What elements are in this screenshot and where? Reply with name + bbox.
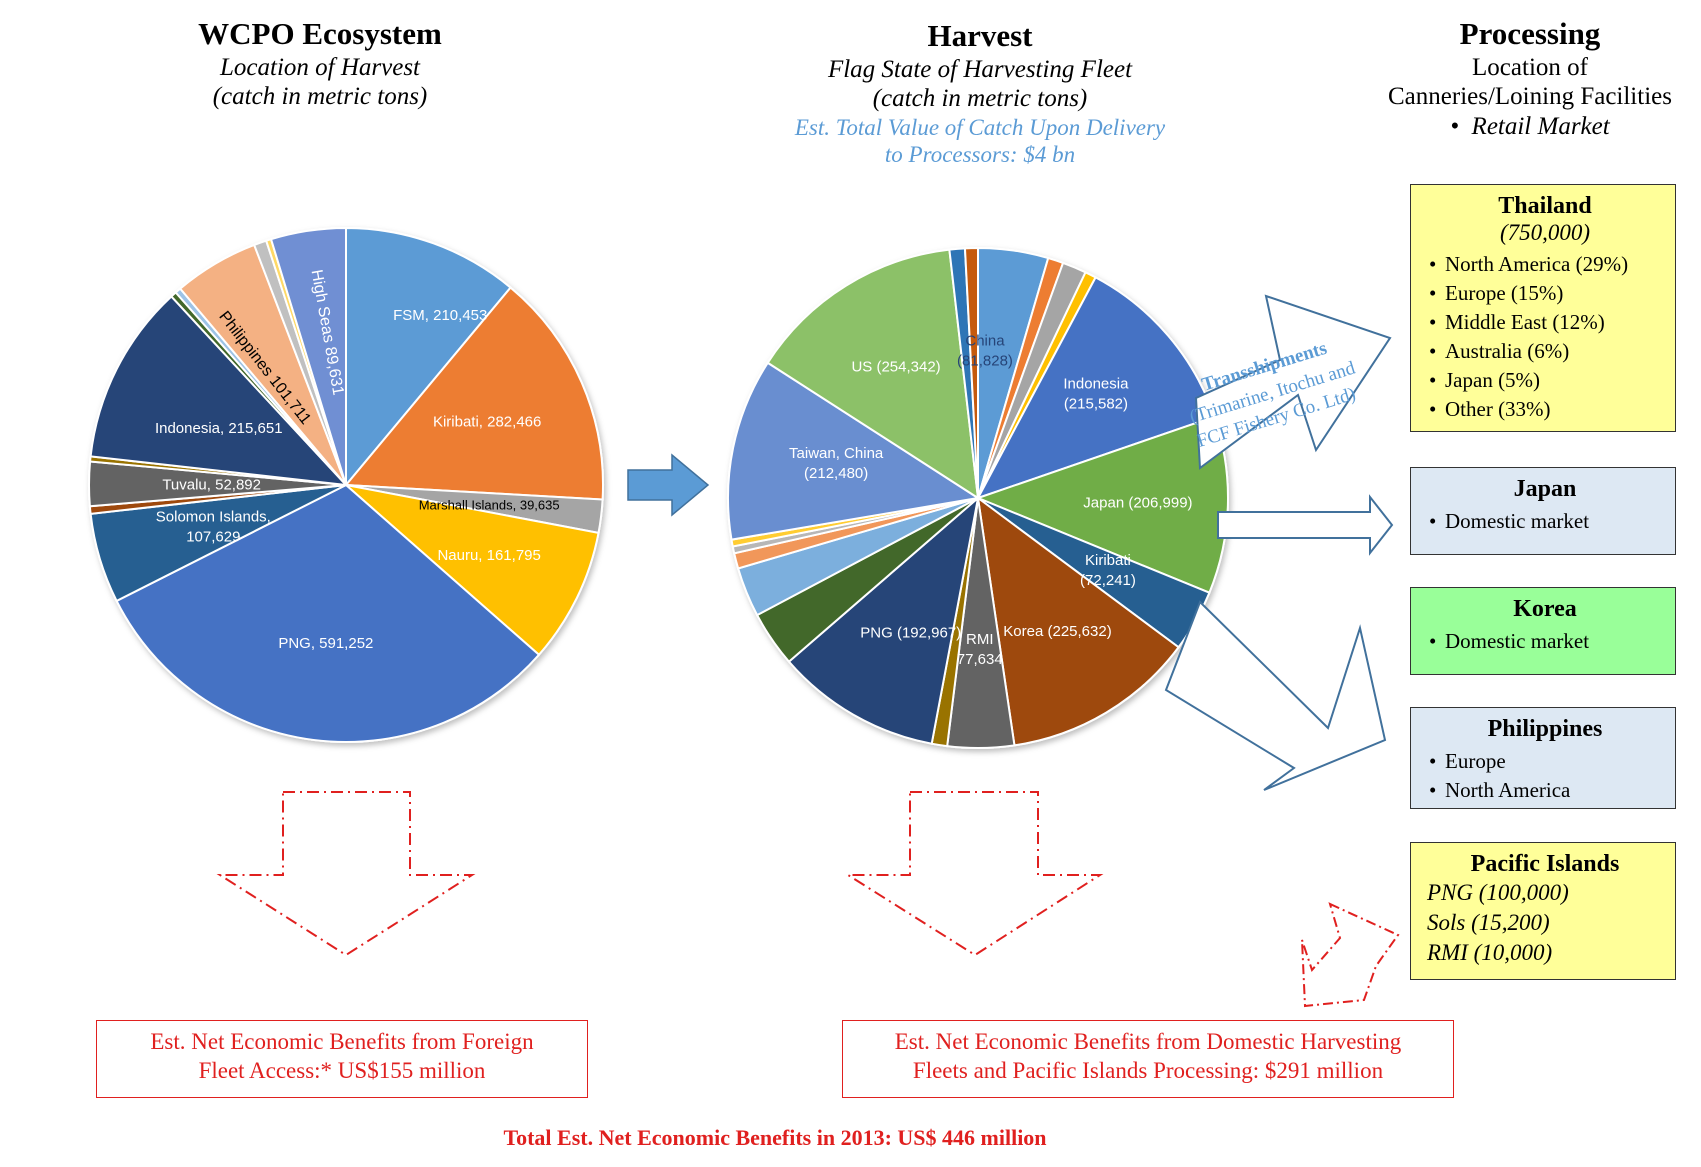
pie-slice-label: Indonesia (215,582) <box>1063 375 1129 412</box>
pie-slice <box>342 483 600 657</box>
pie-slice <box>269 226 347 486</box>
pie-slice <box>976 495 1180 747</box>
pacific-benefit-arrow-icon <box>1301 902 1400 1008</box>
pacific-item: Sols (15,200) <box>1427 910 1550 935</box>
processor-box-philippines: Philippines Europe North America <box>1410 707 1676 809</box>
pie-slice-label: China (81,828) <box>957 333 1013 370</box>
pie-slice-label: PNG (192,967) <box>860 624 961 641</box>
processor-box-thailand: Thailand (750,000) North America (29%) E… <box>1410 184 1676 432</box>
pie-slice-label: RMI 77,634 <box>957 631 1003 668</box>
pie-labels: China (81,828) Indonesia (215,582) Japan (20… <box>789 333 1193 668</box>
foreign-benefit-arrow-icon <box>216 791 476 957</box>
flow-arrow-icon <box>627 453 710 517</box>
pie-slice-label: FSM, 210,453 <box>393 307 487 324</box>
market-list: North America (29%) Europe (15%) Middle … <box>1427 250 1663 424</box>
processing-title: Processing <box>1459 16 1601 51</box>
ecosystem-pie-chart <box>88 226 604 743</box>
pie-slice <box>963 246 979 499</box>
processor-title: Pacific Islands <box>1470 851 1620 877</box>
pie-slice-label: Indonesia, 215,651 <box>155 420 283 437</box>
ecosystem-unit: (catch in metric tons) <box>212 83 428 111</box>
pie-slice <box>89 295 349 487</box>
transshipment-arrow-icon <box>1194 294 1392 470</box>
processing-header: Processing Location of Canneries/Loining… <box>1360 16 1700 141</box>
market-item: North America <box>1429 776 1663 805</box>
transshipment-arrow: Transshipments (Trimarine, Itochu and FC… <box>1187 294 1392 470</box>
harvest-subtitle: Flag State of Harvesting Fleet <box>827 55 1133 83</box>
pie-slice-label: Solomon Islands, 107,629 <box>156 509 271 546</box>
market-item: Other (33%) <box>1429 395 1663 424</box>
total-benefit-text: Total Est. Net Economic Benefits in 2013… <box>503 1125 1047 1150</box>
ecosystem-subtitle: Location of Harvest <box>220 53 420 81</box>
market-item: Domestic market <box>1429 507 1663 536</box>
harvest-header: Harvest Flag State of Harvesting Fleet (… <box>740 18 1220 168</box>
pie-slice <box>766 248 980 500</box>
processor-title: Philippines <box>1487 716 1603 742</box>
pie-slice <box>115 483 541 743</box>
processor-box-japan: Japan Domestic market <box>1410 467 1676 555</box>
ecosystem-header: WCPO Ecosystem Location of Harvest (catc… <box>150 16 490 112</box>
processor-box-pacific-islands: Pacific Islands PNG (100,000) Sols (15,2… <box>1410 842 1676 980</box>
domestic-benefit-line1: Est. Net Economic Benefits from Domestic… <box>894 1029 1402 1054</box>
ecosystem-title: WCPO Ecosystem <box>198 16 442 51</box>
harvest-unit: (catch in metric tons) <box>872 85 1088 113</box>
processor-title: Thailand <box>1498 193 1592 219</box>
pie-slice <box>345 226 512 488</box>
pie-slice-label: Tuvalu, 52,892 <box>162 476 261 493</box>
domestic-benefit-box: Est. Net Economic Benefits from Domestic… <box>842 1020 1454 1098</box>
pie-slice-label: Taiwan, China (212,480) <box>789 445 884 482</box>
foreign-benefit-line1: Est. Net Economic Benefits from Foreign <box>150 1029 534 1054</box>
pie-slice-label: Marshall Islands, 39,635 <box>419 497 560 512</box>
market-item: Middle East (12%) <box>1429 308 1663 337</box>
pie-slice <box>343 286 604 501</box>
processor-box-korea: Korea Domestic market <box>1410 587 1676 675</box>
harvest-value-line2: to Processors: $4 bn <box>884 141 1076 167</box>
pie-slice-label: Kiribati, 282,466 <box>433 414 541 431</box>
market-item: Europe <box>1429 747 1663 776</box>
processor-title: Japan <box>1513 476 1577 502</box>
market-list: Domestic market <box>1427 507 1663 536</box>
foreign-benefit-box: Est. Net Economic Benefits from Foreign … <box>96 1020 588 1098</box>
market-item: Domestic market <box>1429 627 1663 656</box>
processing-line1: Location of <box>1472 53 1588 81</box>
market-item: Australia (6%) <box>1429 337 1663 366</box>
harvest-value-line1: Est. Total Value of Catch Upon Delivery <box>794 114 1166 140</box>
processing-line2: Canneries/Loining Facilities <box>1388 83 1672 111</box>
foreign-benefit-line2: Fleet Access:* US$155 million <box>198 1058 486 1083</box>
retail-market-label: Retail Market <box>1471 112 1610 140</box>
pacific-item: PNG (100,000) <box>1427 880 1569 905</box>
harvest-pie-chart <box>727 246 1229 749</box>
market-list: Domestic market <box>1427 627 1663 656</box>
pie-slice-label: PNG, 591,252 <box>278 635 373 652</box>
processor-title: Korea <box>1513 596 1577 622</box>
japan-arrow-icon <box>1217 494 1394 556</box>
processor-subtitle: (750,000) <box>1499 220 1591 245</box>
harvest-title: Harvest <box>927 18 1033 53</box>
pie-slice <box>727 361 981 541</box>
domestic-benefit-line2: Fleets and Pacific Islands Processing: $… <box>912 1058 1384 1083</box>
market-item: Japan (5%) <box>1429 366 1663 395</box>
pacific-item: RMI (10,000) <box>1427 940 1553 965</box>
domestic-benefit-arrow-icon <box>844 791 1104 957</box>
market-list: Europe North America <box>1427 747 1663 805</box>
market-item: North America (29%) <box>1429 250 1663 279</box>
pie-slice-label: Japan (206,999) <box>1083 494 1192 511</box>
pie-slice-label: Kiribati (72,241) <box>1080 552 1136 589</box>
pie-slice-label: US (254,342) <box>851 358 940 375</box>
pie-slice-label: Korea (225,632) <box>1003 623 1111 640</box>
pie-slice <box>787 495 980 745</box>
processing-bullet: • Retail Market <box>1450 112 1610 140</box>
philippines-arrow-icon <box>1164 600 1387 791</box>
pie-slice-label: Nauru, 161,795 <box>437 547 540 564</box>
market-item: Europe (15%) <box>1429 279 1663 308</box>
